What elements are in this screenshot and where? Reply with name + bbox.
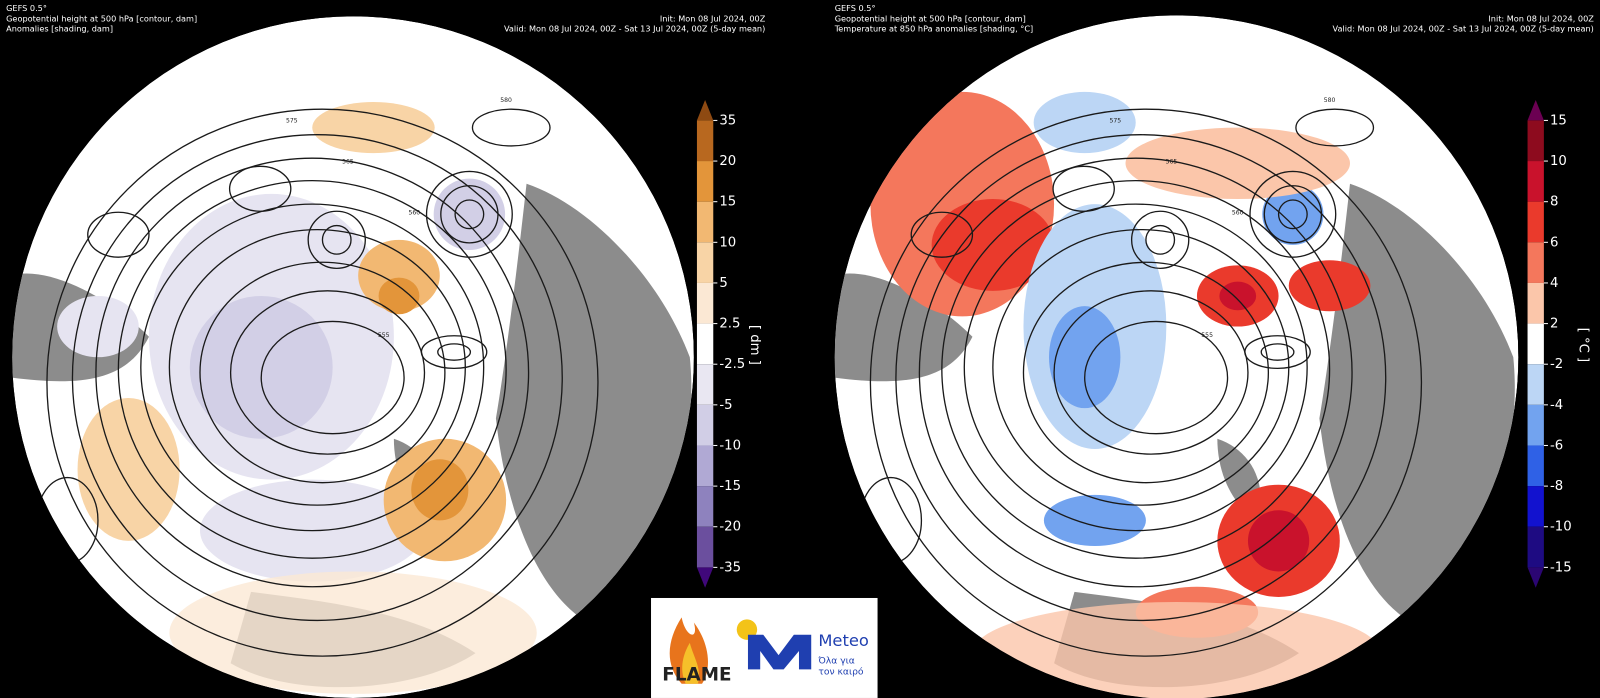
contour-label: 555 [1201,332,1213,339]
colorbar-extend [696,100,714,121]
colorbar-tick-label: 5 [719,276,727,291]
colorbar-segment [696,323,714,365]
colorbar-segment [696,445,714,487]
logo: FLAME Meteo Όλα για τον καιρό [651,597,878,698]
colorbar-segment [696,526,714,568]
colorbar-segment [1527,242,1544,283]
colorbar-tick-label: -35 [719,560,741,575]
colorbar-segment [1527,120,1544,162]
colorbar-segment [696,120,714,162]
colorbar-segment [696,161,714,202]
colorbar-tick-label: 2.5 [719,317,740,332]
colorbar-segment [1527,282,1544,324]
colorbar-extend [1527,567,1544,588]
contour-label: 580 [500,97,512,104]
colorbar-tick-label: -2.5 [719,357,745,372]
colorbar-tick-label: -10 [719,438,741,453]
header-title: Geopotential height at 500 hPa [contour,… [835,13,1026,23]
contour-label: 565 [1166,158,1178,165]
map-right [834,15,1519,698]
header-model: GEFS 0.5° [835,3,876,13]
header-model: GEFS 0.5° [6,3,47,13]
colorbar-tick-label: -6 [1550,438,1563,453]
colorbar-tick-label: 20 [719,154,736,169]
colorbar-segment [696,242,714,283]
colorbar-segment [1527,201,1544,243]
colorbar-tick-label: -15 [719,479,741,494]
colorbar-segment [1527,161,1544,202]
colorbar-tick-label: 6 [1550,235,1558,250]
header-subtitle: Temperature at 850 hPa anomalies [shadin… [834,24,1034,34]
colorbar-tick-label: 15 [719,195,736,210]
colorbar-unit: [ °C ] [1576,328,1591,363]
colorbar-tick-label: 8 [1550,195,1558,210]
header-subtitle: Anomalies [shading, dam] [6,24,113,34]
contour-label: 555 [378,332,390,339]
colorbar-segment [696,282,714,324]
colorbar-tick-label: -5 [719,398,732,413]
colorbar-tick-label: 15 [1550,113,1567,128]
colorbar-segment [1527,486,1544,527]
colorbar-extend [1527,100,1544,121]
colorbar-tick-label: -10 [1550,520,1572,535]
logo-tagline: Όλα για [817,655,854,666]
contour-label: 565 [342,158,354,165]
header-valid: Valid: Mon 08 Jul 2024, 00Z - Sat 13 Jul… [504,24,765,34]
colorbar-unit: [ dm ] [747,325,762,365]
colorbar-tick-label: -4 [1550,398,1563,413]
colorbar-segment [696,364,714,405]
colorbar-segment [1527,323,1544,365]
colorbar-tick-label: -20 [719,520,741,535]
colorbar-segment [1527,404,1544,446]
header-init: Init: Mon 08 Jul 2024, 00Z [660,13,766,23]
colorbar-tick-label: -2 [1550,357,1563,372]
colorbar-tick-label: -15 [1550,560,1572,575]
header-title: Geopotential height at 500 hPa [contour,… [6,13,197,23]
logo-tagline: τον καιρό [818,667,864,678]
colorbar-tick-label: 2 [1550,317,1558,332]
colorbar-segment [1527,445,1544,487]
logo-flame: FLAME [662,665,731,686]
colorbar-extend [696,567,714,588]
header-valid: Valid: Mon 08 Jul 2024, 00Z - Sat 13 Jul… [1333,24,1594,34]
colorbar-segment [696,404,714,446]
logo-meteo: Meteo [818,631,869,650]
contour-label: 560 [408,209,420,216]
contour-label: 580 [1324,97,1336,104]
contour-label: 575 [286,117,298,124]
contour-label: 560 [1232,209,1244,216]
contour-label: 575 [1109,117,1121,124]
colorbar-tick-label: -8 [1550,479,1563,494]
colorbar-tick-label: 10 [1550,154,1567,169]
header-init: Init: Mon 08 Jul 2024, 00Z [1488,13,1594,23]
colorbar-segment [1527,526,1544,568]
colorbar-tick-label: 35 [719,113,736,128]
map-left [12,16,694,698]
colorbar-segment [696,486,714,527]
colorbar-segment [1527,364,1544,405]
colorbar-tick-label: 4 [1550,276,1558,291]
colorbar-tick-label: 10 [719,235,736,250]
colorbar-segment [696,201,714,243]
